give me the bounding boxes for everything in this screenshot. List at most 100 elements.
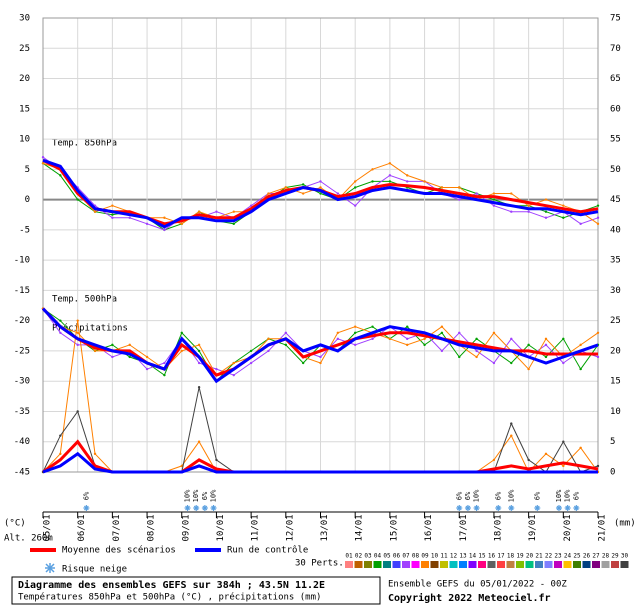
member-label: 02 xyxy=(355,553,363,560)
point xyxy=(579,446,582,449)
point xyxy=(353,204,357,207)
point xyxy=(562,337,565,341)
point xyxy=(388,180,392,183)
member-label: 18 xyxy=(507,553,515,560)
snow-risk-label: 10% xyxy=(555,489,563,502)
point xyxy=(319,192,322,195)
member-label: 19 xyxy=(516,553,524,560)
point xyxy=(458,355,461,359)
member-swatch xyxy=(582,561,591,568)
point xyxy=(232,222,235,226)
member-swatch xyxy=(506,561,515,568)
member-label: 06 xyxy=(393,553,401,560)
point xyxy=(145,222,149,226)
point xyxy=(128,343,131,347)
point xyxy=(544,216,548,219)
point xyxy=(440,349,444,353)
point xyxy=(145,355,149,359)
snow-icon xyxy=(45,563,55,573)
y-tick-label: -30 xyxy=(14,377,30,387)
y-tick-label: -45 xyxy=(14,468,30,478)
member-label: 13 xyxy=(459,553,467,560)
snow-risk-label: 6% xyxy=(572,491,580,500)
point xyxy=(145,367,149,371)
point xyxy=(215,458,218,462)
point xyxy=(41,162,45,165)
member-label: 21 xyxy=(535,553,543,560)
snow-legend-label: Risque neige xyxy=(62,565,127,575)
member-swatch xyxy=(554,561,562,568)
member-label: 26 xyxy=(583,553,591,560)
snow-icon xyxy=(473,505,480,511)
x-tick-label: 12/01 xyxy=(285,514,295,541)
point xyxy=(301,192,305,195)
y-tick-label: 30 xyxy=(19,14,30,24)
point xyxy=(249,204,253,207)
snow-icon xyxy=(210,505,217,511)
y2-tick-label: 25 xyxy=(610,316,621,326)
member-swatch xyxy=(440,561,448,568)
point xyxy=(406,174,409,177)
point xyxy=(301,361,305,365)
point xyxy=(562,216,565,219)
member-label: 30 xyxy=(621,553,629,560)
y2-tick-label: 45 xyxy=(610,195,621,205)
snow-icon xyxy=(193,505,200,511)
snow-stroke xyxy=(211,505,216,511)
snow-stroke xyxy=(508,505,514,511)
snow-risk-label: 10% xyxy=(564,489,572,502)
point xyxy=(562,204,565,207)
point xyxy=(596,331,600,334)
member-label: 28 xyxy=(602,553,610,560)
point xyxy=(510,434,513,437)
member-swatch xyxy=(544,561,553,568)
point xyxy=(163,216,166,219)
member-label: 10 xyxy=(431,553,439,560)
y-tick-label: 20 xyxy=(19,74,30,84)
y2-tick-label: 65 xyxy=(610,74,621,84)
point xyxy=(267,349,270,353)
y-tick-label: 15 xyxy=(19,104,30,114)
point xyxy=(562,464,565,468)
series-line xyxy=(42,158,599,229)
member-label: 07 xyxy=(402,553,410,560)
y2-tick-label: 50 xyxy=(610,165,621,175)
point xyxy=(336,331,340,334)
point xyxy=(353,180,357,183)
point xyxy=(59,319,62,322)
point xyxy=(371,168,374,171)
point xyxy=(319,361,322,365)
point xyxy=(458,186,461,189)
point xyxy=(423,337,426,341)
point xyxy=(267,337,270,341)
point xyxy=(388,337,392,341)
point xyxy=(475,355,478,359)
point xyxy=(180,464,183,468)
snow-stroke xyxy=(534,505,540,511)
point xyxy=(388,162,392,165)
members-label: 30 Perts. xyxy=(295,559,344,569)
point xyxy=(93,349,97,353)
x-tick-label: 15/01 xyxy=(389,514,399,541)
point xyxy=(336,192,340,195)
snow-icon xyxy=(508,505,515,511)
member-swatch xyxy=(573,561,581,568)
point xyxy=(440,331,444,334)
y-unit: (°C) xyxy=(4,519,26,529)
snow-stroke xyxy=(565,505,571,511)
member-swatch xyxy=(430,561,439,568)
point xyxy=(180,349,183,353)
legend-label: Run de contrôle xyxy=(227,545,308,556)
y2-tick-label: 40 xyxy=(610,225,621,235)
member-swatch xyxy=(478,561,486,568)
member-label: 22 xyxy=(545,553,553,560)
member-swatch xyxy=(383,561,391,568)
series-line xyxy=(42,451,598,474)
x-tick-label: 14/01 xyxy=(355,514,365,541)
point xyxy=(232,373,235,377)
point xyxy=(93,452,97,456)
member-label: 17 xyxy=(497,553,505,560)
member-swatch xyxy=(487,561,496,568)
point xyxy=(510,361,513,365)
point xyxy=(492,192,496,195)
